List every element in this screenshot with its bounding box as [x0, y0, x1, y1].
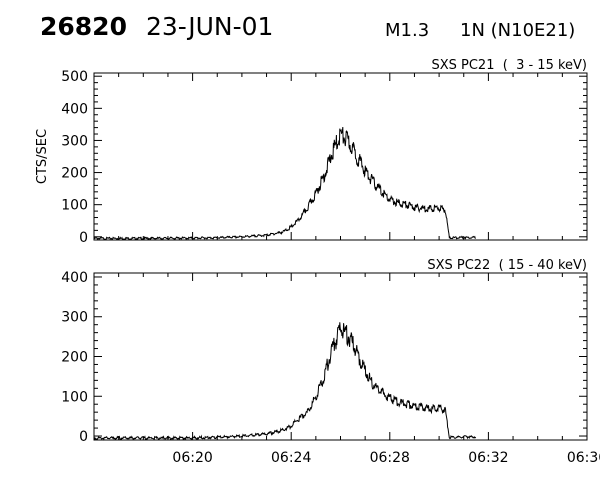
flare-location: 1N (N10E21) [460, 20, 576, 41]
y-tick-label: 100 [61, 389, 88, 405]
x-tick-label: 06:24 [271, 450, 311, 466]
panel-title: SXS PC21 ( 3 - 15 keV) [431, 58, 587, 73]
y-tick-label: 500 [61, 69, 88, 85]
flare-class: M1.3 [385, 20, 430, 41]
y-tick-label: 100 [61, 198, 88, 214]
event-id: 26820 [40, 12, 127, 41]
event-date: 23-JUN-01 [146, 12, 274, 41]
lightcurve-series [93, 322, 477, 441]
x-tick-label: 06:20 [172, 450, 212, 466]
x-tick-label: 06:28 [370, 450, 410, 466]
panel-title: SXS PC22 ( 15 - 40 keV) [427, 258, 587, 273]
y-tick-label: 200 [61, 166, 88, 182]
plot-frame [93, 72, 588, 241]
y-tick-label: 200 [61, 350, 88, 366]
y-tick-label: 0 [79, 230, 88, 246]
y-tick-label: 0 [79, 429, 88, 445]
x-tick-label: 06:32 [468, 450, 508, 466]
y-tick-label: 400 [61, 270, 88, 286]
y-tick-label: 300 [61, 133, 88, 149]
lightcurve-series [93, 126, 476, 241]
y-tick-label: 300 [61, 310, 88, 326]
x-tick-label: 06:36 [567, 450, 600, 466]
plot-frame [93, 272, 588, 441]
y-axis-label: CTS/SEC [35, 129, 50, 184]
y-tick-label: 400 [61, 101, 88, 117]
